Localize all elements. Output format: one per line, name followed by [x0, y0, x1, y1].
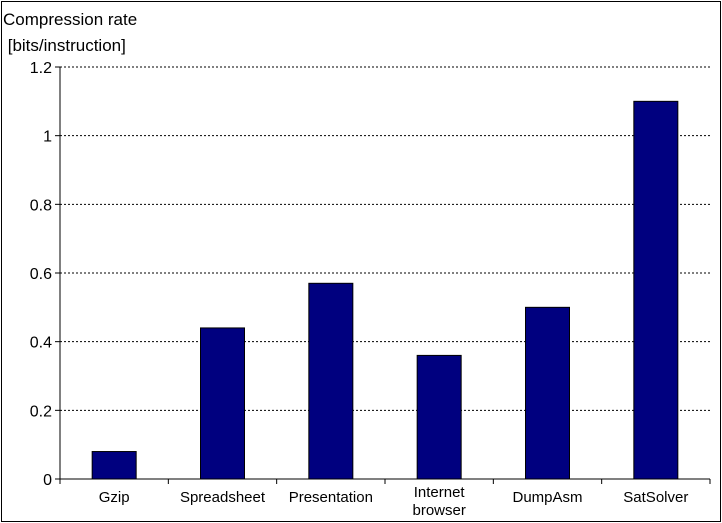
x-category-label: Spreadsheet — [180, 489, 266, 506]
y-tick-label: 1 — [43, 129, 52, 146]
x-category-label: Gzip — [99, 489, 130, 506]
axes — [55, 66, 711, 484]
y-tick-label: 0.8 — [30, 197, 52, 214]
bar — [91, 451, 137, 480]
y-tick-label: 0.6 — [30, 266, 52, 283]
bar — [525, 306, 570, 480]
x-category-label: Internet browser — [412, 484, 465, 519]
y-tick-label: 0 — [43, 472, 52, 489]
grid-lines — [60, 66, 710, 411]
y-axis-label-line-1: Compression rate — [3, 10, 137, 29]
x-category-label-line: browser — [412, 502, 465, 519]
x-category-label: DumpAsm — [512, 489, 582, 506]
bar — [200, 327, 245, 480]
y-tick-label: 1.2 — [30, 60, 52, 77]
x-category-label-line: Internet — [414, 484, 466, 501]
y-tick-labels: 0 0.2 0.4 0.6 0.8 1 1.2 — [30, 60, 52, 489]
y-tick-label: 0.2 — [30, 403, 52, 420]
bar — [308, 282, 354, 480]
bars — [91, 100, 679, 480]
bar — [633, 100, 679, 480]
x-category-label: Presentation — [289, 489, 373, 506]
y-axis-label-line-2: [bits/instruction] — [3, 36, 126, 55]
x-category-label: SatSolver — [623, 489, 688, 506]
bar — [416, 354, 462, 480]
y-tick-label: 0.4 — [30, 335, 52, 352]
x-category-labels: Gzip Spreadsheet Presentation Internet brows… — [99, 484, 689, 519]
